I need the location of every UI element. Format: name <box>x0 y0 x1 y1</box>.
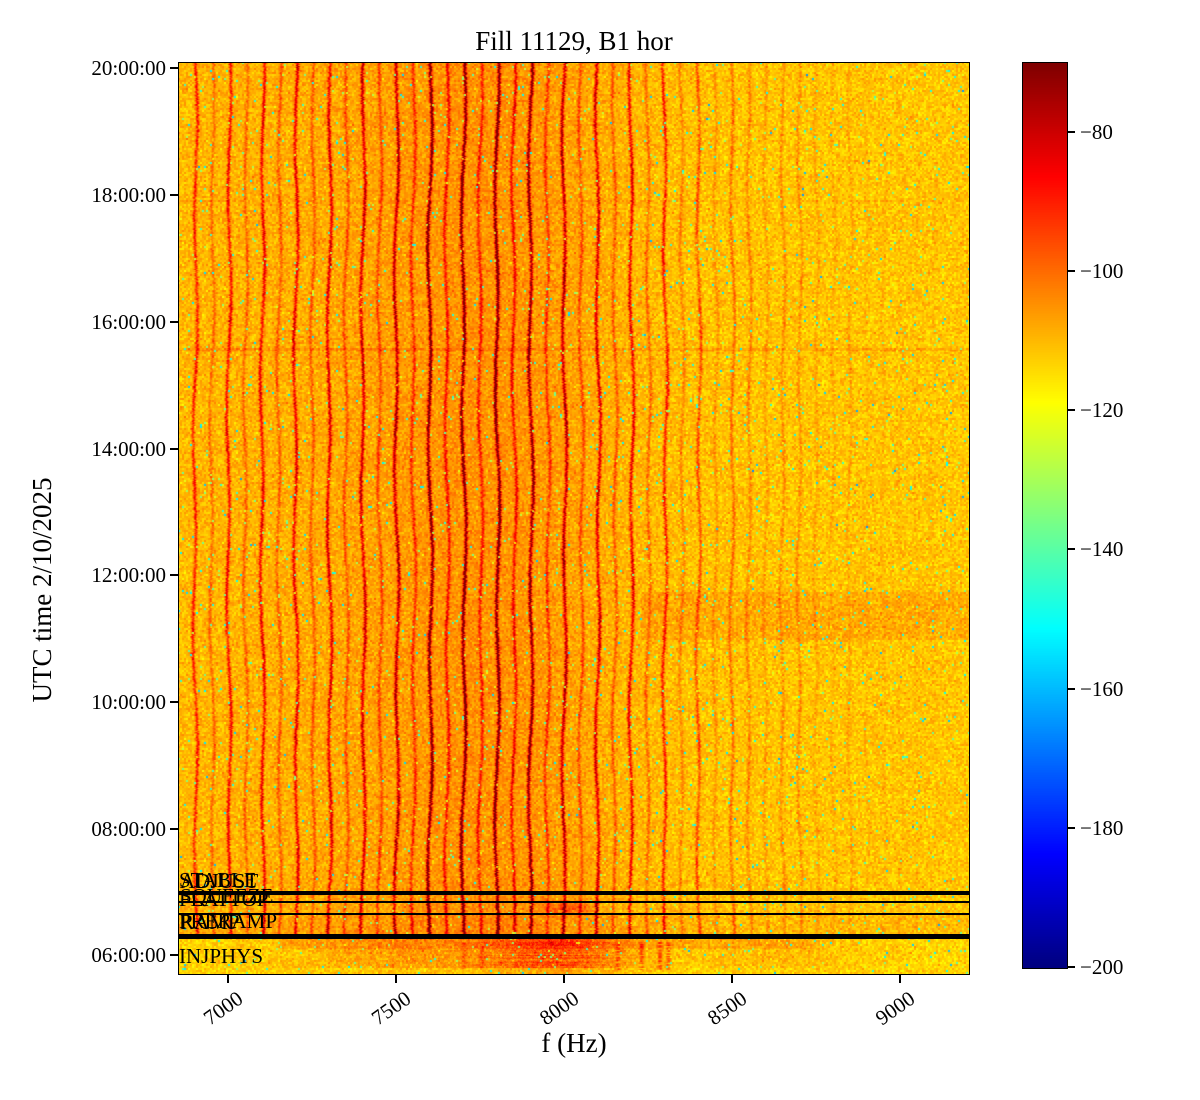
colorbar-tick-label: −80 <box>1080 120 1113 144</box>
y-tick <box>170 321 178 323</box>
colorbar-tick <box>1068 270 1075 272</box>
beam-mode-label-preramp: PRERAMP <box>179 909 278 933</box>
y-tick-label: 08:00:00 <box>91 817 166 841</box>
colorbar-tick <box>1068 966 1075 968</box>
beam-mode-label-adjust: ADJUST <box>180 869 259 893</box>
beam-mode-line-stable <box>178 891 970 893</box>
x-tick-label: 8000 <box>535 986 584 1030</box>
y-tick-label: 16:00:00 <box>91 310 166 334</box>
beam-mode-line-preramp <box>178 937 970 939</box>
colorbar-tick-label: −120 <box>1080 398 1124 422</box>
y-tick <box>170 828 178 830</box>
y-tick-label: 18:00:00 <box>91 183 166 207</box>
y-tick <box>170 574 178 576</box>
plot-area: INJPHYS PRERAMP RAMP FLATTOP SQUEEZE ADJUST ST… <box>178 62 970 975</box>
colorbar-tick <box>1068 131 1075 133</box>
y-tick <box>170 954 178 956</box>
beam-mode-line-ramp <box>178 934 970 937</box>
y-tick-label: 06:00:00 <box>91 943 166 967</box>
x-tick <box>731 975 733 983</box>
colorbar-tick-label: −140 <box>1080 537 1124 561</box>
x-tick-label: 9000 <box>871 986 920 1030</box>
plot-title: Fill 11129, B1 hor <box>475 26 673 56</box>
x-tick-label: 7500 <box>367 986 416 1030</box>
colorbar <box>1022 62 1068 969</box>
colorbar-tick <box>1068 827 1075 829</box>
y-tick <box>170 448 178 450</box>
x-axis-label: f (Hz) <box>541 1028 607 1058</box>
x-tick <box>227 975 229 983</box>
colorbar-tick-label: −180 <box>1080 816 1124 840</box>
beam-mode-label-stable: STABLE <box>179 868 257 892</box>
beam-mode-line-squeeze <box>178 901 970 903</box>
y-tick <box>170 701 178 703</box>
beam-mode-line-adjust <box>178 893 970 895</box>
x-tick <box>563 975 565 983</box>
colorbar-tick-label: −160 <box>1080 677 1124 701</box>
colorbar-tick-label: −200 <box>1080 955 1124 979</box>
colorbar-tick-label: −100 <box>1080 259 1124 283</box>
x-tick <box>899 975 901 983</box>
colorbar-tick <box>1068 548 1075 550</box>
y-tick-label: 14:00:00 <box>91 437 166 461</box>
y-axis-label: UTC time 2/10/2025 <box>27 477 57 703</box>
colorbar-tick <box>1068 688 1075 690</box>
y-tick-label: 20:00:00 <box>91 56 166 80</box>
y-tick-label: 12:00:00 <box>91 563 166 587</box>
beam-mode-label-injphys: INJPHYS <box>179 944 264 968</box>
x-tick-label: 8500 <box>703 986 752 1030</box>
beam-mode-line-flattop <box>178 913 970 915</box>
y-tick <box>170 67 178 69</box>
spectrogram-canvas <box>178 62 970 975</box>
beam-mode-label-squeeze: SQUEEZE <box>180 884 274 908</box>
colorbar-canvas <box>1023 63 1067 968</box>
y-tick <box>170 194 178 196</box>
x-tick-label: 7000 <box>199 986 248 1030</box>
y-tick-label: 10:00:00 <box>91 690 166 714</box>
beam-mode-label-ramp: RAMP <box>180 910 240 934</box>
x-tick <box>395 975 397 983</box>
colorbar-tick <box>1068 409 1075 411</box>
